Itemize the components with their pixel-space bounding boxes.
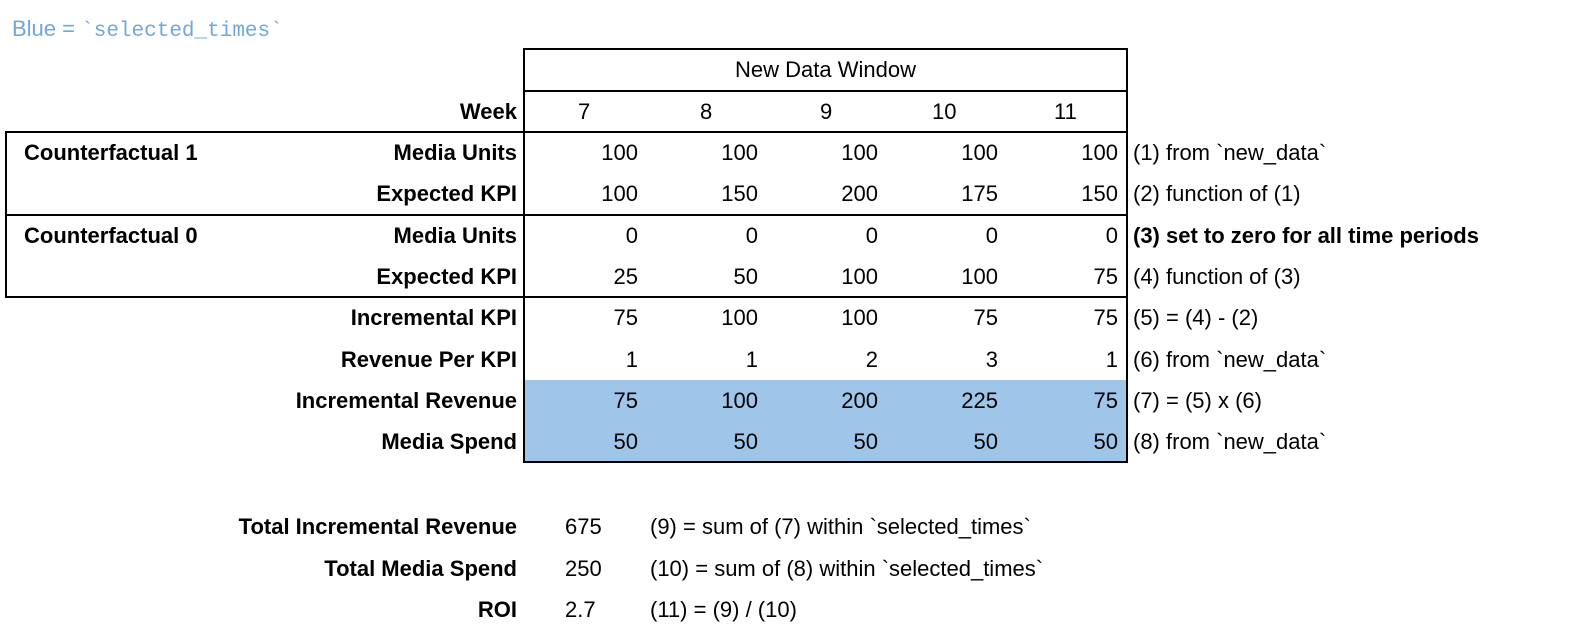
table-cell: 0 <box>985 222 998 248</box>
table-cell: 75 <box>613 305 638 331</box>
table-cell: 150 <box>1081 181 1118 207</box>
table-cell: 200 <box>841 387 878 413</box>
summary-label: Total Incremental Revenue <box>238 514 517 539</box>
week-header: 9 <box>820 99 833 124</box>
table-cell: 0 <box>625 222 638 248</box>
table-cell: 150 <box>721 181 758 207</box>
table-cell: 100 <box>721 140 758 165</box>
table-cell: 100 <box>601 140 638 165</box>
table-cell: 200 <box>841 181 878 207</box>
table-cell: 175 <box>961 181 998 207</box>
table-cell: 50 <box>733 263 758 289</box>
new-data-window-header: New Data Window <box>735 57 916 82</box>
table-cell: 100 <box>961 140 998 165</box>
row-label: Incremental Revenue <box>295 387 517 413</box>
divider <box>524 48 1128 50</box>
table-cell: 0 <box>1105 222 1118 248</box>
table-cell: 100 <box>721 387 758 413</box>
divider <box>5 214 1128 216</box>
table-cell: 50 <box>853 429 878 455</box>
summary-note: (10) = sum of (8) within `selected_times… <box>650 555 1044 581</box>
row-label: Media Spend <box>381 429 517 455</box>
row-note: (4) function of (3) <box>1133 263 1301 289</box>
table-cell: 50 <box>973 429 998 455</box>
table-cell: 75 <box>613 387 638 413</box>
table-cell: 25 <box>613 263 638 289</box>
table-cell: 100 <box>721 305 758 331</box>
row-label: Incremental KPI <box>350 305 517 331</box>
week-header: 8 <box>700 99 713 124</box>
table-cell: 50 <box>613 429 638 455</box>
selected-times-highlight <box>524 380 1127 462</box>
week-label: Week <box>459 99 517 124</box>
divider <box>5 131 7 298</box>
legend-note: Blue = `selected_times` <box>12 16 283 43</box>
divider <box>5 131 1128 133</box>
divider <box>523 461 1128 463</box>
table-cell: 100 <box>841 140 878 165</box>
table-cell: 100 <box>961 263 998 289</box>
table-cell: 1 <box>745 346 758 372</box>
row-label: Revenue Per KPI <box>340 346 517 372</box>
row-note: (5) = (4) - (2) <box>1133 305 1259 331</box>
group-label: Counterfactual 1 <box>24 140 198 165</box>
table-cell: 50 <box>1093 429 1118 455</box>
table-cell: 100 <box>841 263 878 289</box>
row-note: (8) from `new_data` <box>1133 429 1327 455</box>
week-header: 11 <box>1054 99 1077 124</box>
row-note: (1) from `new_data` <box>1133 140 1327 165</box>
table-cell: 75 <box>1093 387 1118 413</box>
divider <box>524 90 1128 92</box>
legend-code: `selected_times` <box>81 20 283 43</box>
table-cell: 100 <box>601 181 638 207</box>
row-note: (6) from `new_data` <box>1133 346 1327 372</box>
table-cell: 225 <box>961 387 998 413</box>
divider <box>1126 48 1128 463</box>
row-note: (7) = (5) x (6) <box>1133 387 1262 413</box>
group-label: Counterfactual 0 <box>24 222 198 248</box>
table-cell: 100 <box>841 305 878 331</box>
divider <box>5 296 1128 298</box>
summary-label: Total Media Spend <box>324 555 517 581</box>
row-note: (2) function of (1) <box>1133 181 1301 207</box>
week-header: 7 <box>578 99 591 124</box>
table-cell: 0 <box>865 222 878 248</box>
summary-value: 2.7 <box>565 597 596 622</box>
summary-note: (11) = (9) / (10) <box>650 597 797 622</box>
summary-note: (9) = sum of (7) within `selected_times` <box>650 514 1031 539</box>
row-label: Media Units <box>393 222 517 248</box>
table-cell: 75 <box>1093 263 1118 289</box>
table-cell: 75 <box>1093 305 1118 331</box>
table-cell: 0 <box>745 222 758 248</box>
table-cell: 50 <box>733 429 758 455</box>
row-label: Expected KPI <box>376 263 517 289</box>
table-cell: 2 <box>865 346 878 372</box>
summary-value: 675 <box>565 514 602 539</box>
legend-prefix: Blue = <box>12 16 82 41</box>
divider <box>523 48 525 463</box>
week-header: 10 <box>932 99 957 124</box>
summary-value: 250 <box>565 555 602 581</box>
row-label: Expected KPI <box>376 181 517 207</box>
summary-label: ROI <box>477 597 517 622</box>
row-note: (3) set to zero for all time periods <box>1133 222 1479 248</box>
table-cell: 3 <box>985 346 998 372</box>
table-cell: 1 <box>1105 346 1118 372</box>
row-label: Media Units <box>393 140 517 165</box>
table-cell: 100 <box>1081 140 1118 165</box>
table-cell: 1 <box>625 346 638 372</box>
table-cell: 75 <box>973 305 998 331</box>
